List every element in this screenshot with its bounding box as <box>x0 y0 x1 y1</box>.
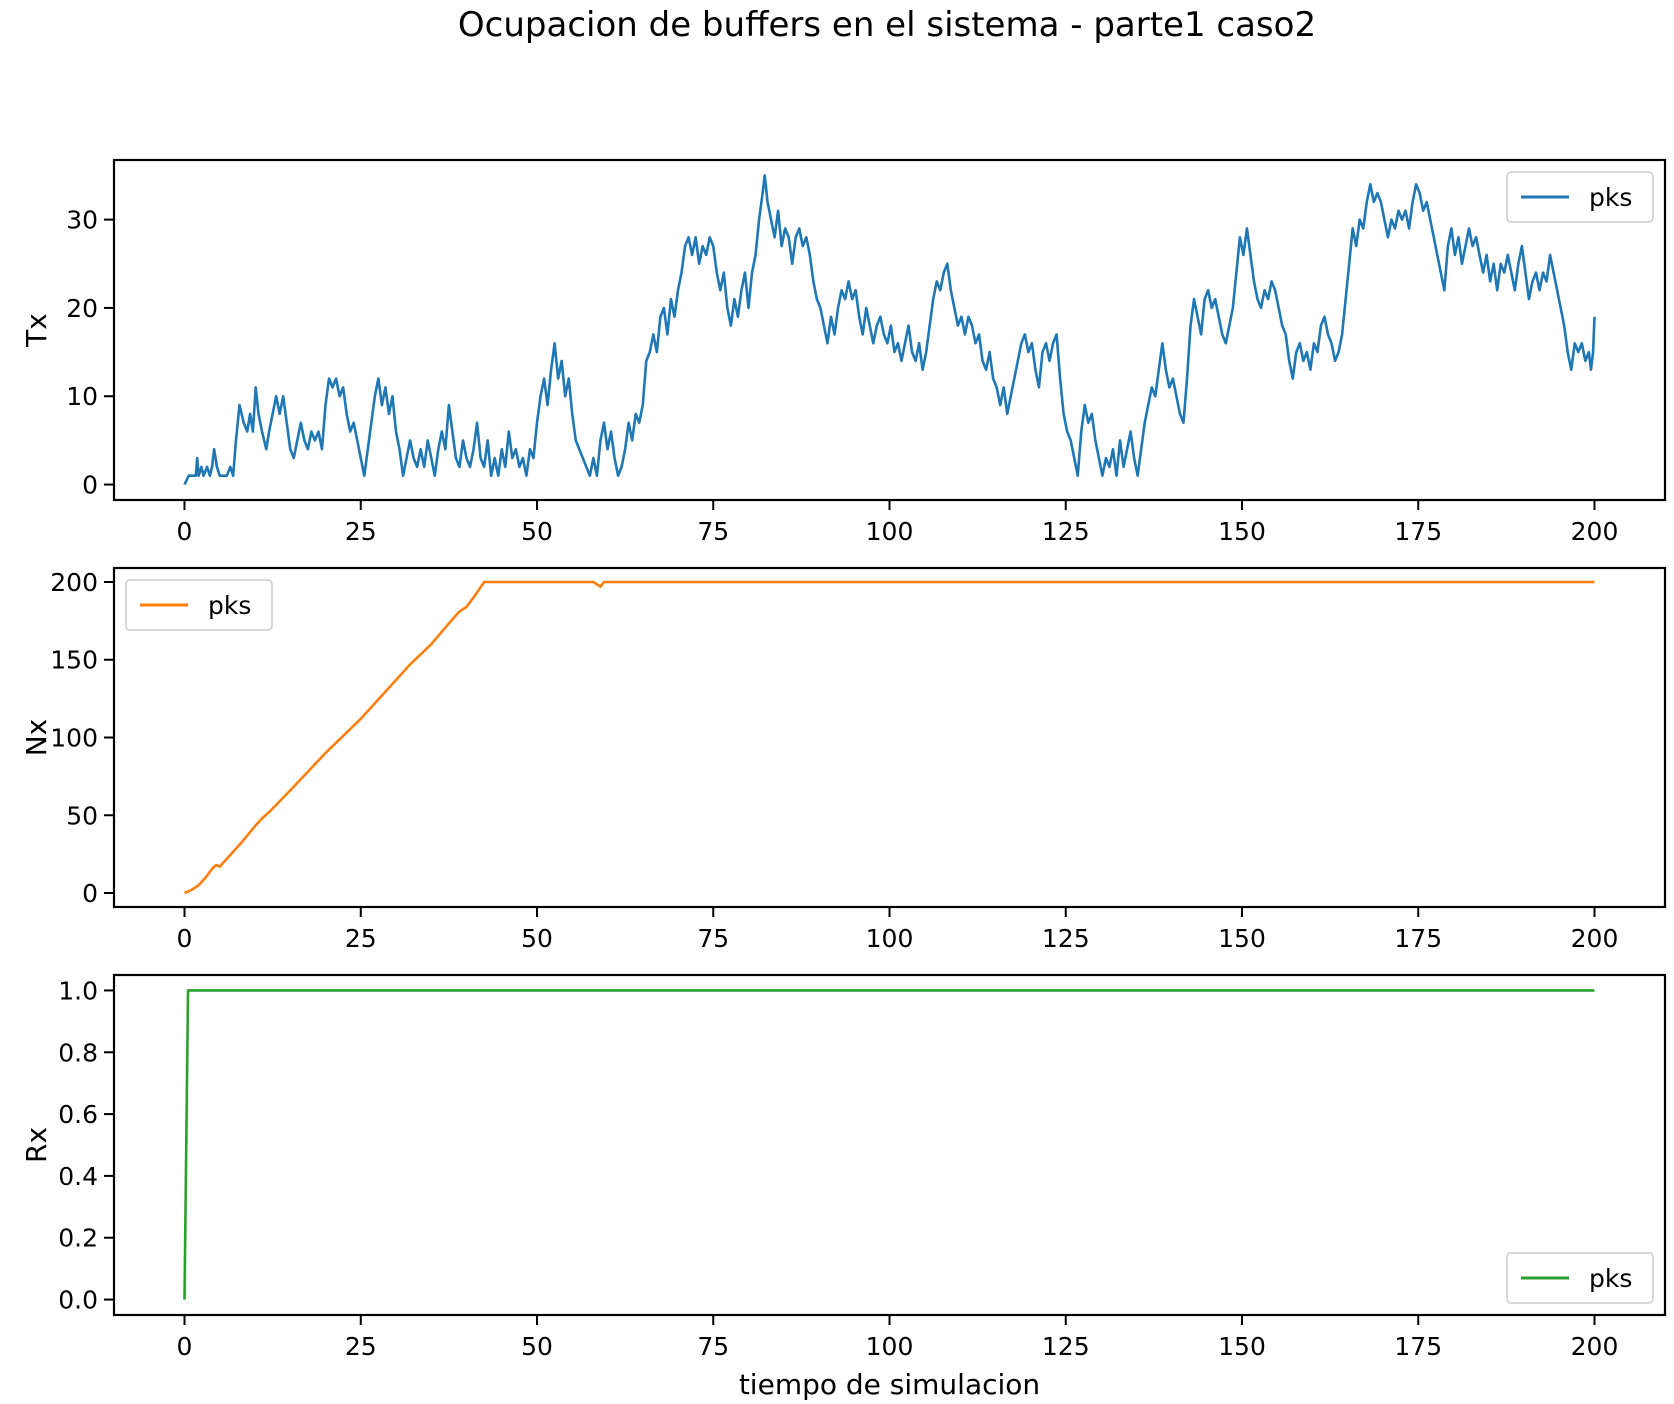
legend: pks <box>1506 1252 1654 1304</box>
x-tick-label: 0 <box>177 517 193 546</box>
legend-label: pks <box>208 591 251 620</box>
y-tick-label: 0.4 <box>58 1162 98 1191</box>
x-tick-label: 150 <box>1218 924 1266 953</box>
x-tick-label: 175 <box>1394 1332 1442 1361</box>
series-line-pks <box>183 580 1595 895</box>
x-tick-label: 50 <box>521 924 553 953</box>
y-tick-label: 200 <box>50 568 98 597</box>
x-tick-label: 25 <box>345 924 377 953</box>
y-tick-label: 0.8 <box>58 1038 98 1067</box>
x-tick-label: 75 <box>697 517 729 546</box>
figure-title: Ocupacion de buffers en el sistema - par… <box>458 5 1316 45</box>
y-tick-label: 20 <box>66 294 98 323</box>
series-line-pks <box>183 989 1595 1300</box>
x-tick-label: 200 <box>1571 517 1619 546</box>
y-axis-label: Nx <box>20 719 53 757</box>
y-tick-label: 0 <box>82 879 98 908</box>
legend-label: pks <box>1589 183 1632 212</box>
legend: pks <box>125 579 273 631</box>
y-tick-label: 0.6 <box>58 1100 98 1129</box>
x-tick-label: 125 <box>1042 924 1090 953</box>
x-tick-label: 0 <box>177 1332 193 1361</box>
axes-frame <box>112 973 1667 1317</box>
x-tick-label: 175 <box>1394 517 1442 546</box>
y-tick-label: 0.0 <box>58 1286 98 1315</box>
y-tick-label: 150 <box>50 646 98 675</box>
x-tick-label: 150 <box>1218 1332 1266 1361</box>
y-axis-label: Tx <box>20 313 53 348</box>
legend-box <box>1506 171 1654 223</box>
y-axis-label: Rx <box>20 1127 53 1163</box>
subplot-rx: 0 25 50 75 100 125 150 175 200 0.0 0.2 0.4 0.6 0.8 1.0… <box>20 973 1667 1401</box>
y-tick-label: 30 <box>66 206 98 235</box>
x-tick-label: 150 <box>1218 517 1266 546</box>
legend-label: pks <box>1589 1264 1632 1293</box>
y-tick-label: 0 <box>82 471 98 500</box>
x-tick-label: 75 <box>697 924 729 953</box>
y-tick-label: 50 <box>66 801 98 830</box>
series-line-pks <box>183 174 1596 486</box>
x-tick-label: 200 <box>1571 1332 1619 1361</box>
x-tick-label: 75 <box>697 1332 729 1361</box>
x-tick-label: 100 <box>866 924 914 953</box>
x-tick-label: 100 <box>866 1332 914 1361</box>
x-axis-label: tiempo de simulacion <box>739 1368 1040 1401</box>
y-tick-label: 10 <box>66 382 98 411</box>
x-tick-label: 50 <box>521 517 553 546</box>
x-tick-label: 25 <box>345 1332 377 1361</box>
subplot-nx: 0 25 50 75 100 125 150 175 200 0 50 100 150 200 Nx pks <box>20 566 1667 953</box>
x-tick-label: 125 <box>1042 517 1090 546</box>
y-tick-label: 0.2 <box>58 1224 98 1253</box>
y-tick-label: 100 <box>50 724 98 753</box>
subplot-tx: 0 25 50 75 100 125 150 175 200 0 10 20 30 Tx pks <box>20 158 1667 546</box>
y-tick-label: 1.0 <box>58 976 98 1005</box>
x-tick-label: 25 <box>345 517 377 546</box>
legend-box <box>125 579 273 631</box>
x-tick-label: 175 <box>1394 924 1442 953</box>
x-tick-label: 100 <box>866 517 914 546</box>
x-tick-label: 0 <box>177 924 193 953</box>
x-tick-label: 125 <box>1042 1332 1090 1361</box>
axes-frame <box>112 566 1667 909</box>
legend-box <box>1506 1252 1654 1304</box>
x-tick-label: 50 <box>521 1332 553 1361</box>
legend: pks <box>1506 171 1654 223</box>
x-tick-label: 200 <box>1571 924 1619 953</box>
